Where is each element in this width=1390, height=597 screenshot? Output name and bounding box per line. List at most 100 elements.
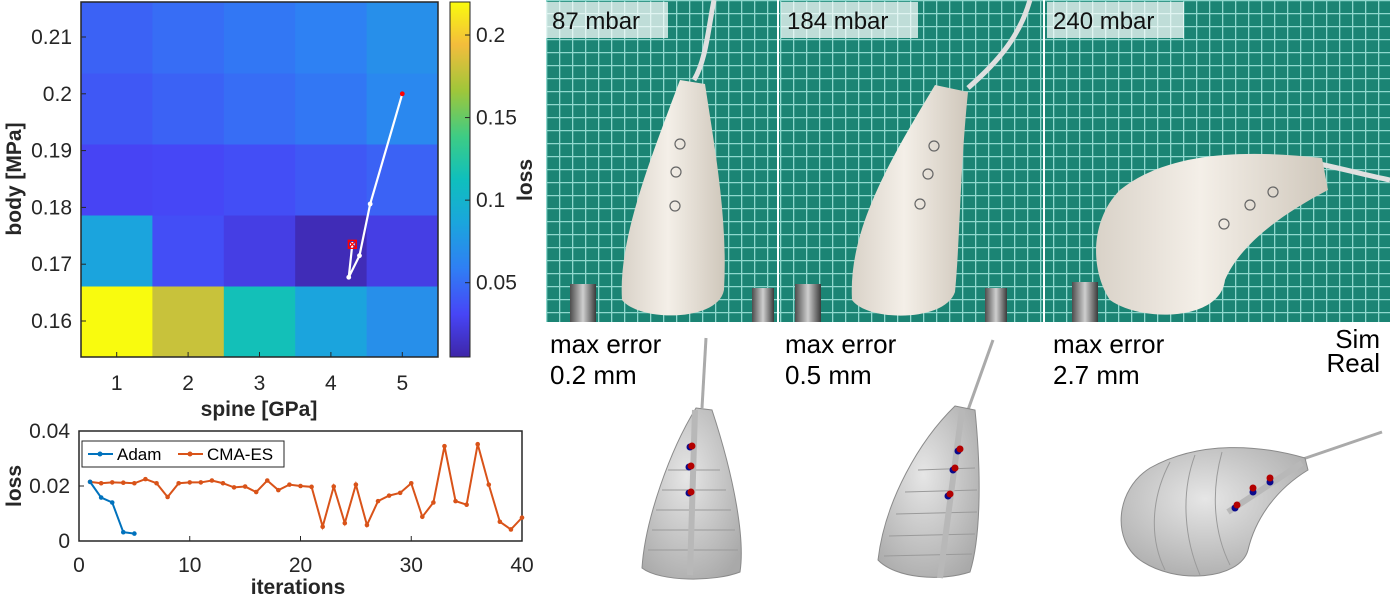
series-cma-es-point [309,484,314,490]
heatmap-y-tick-label: 0.19 [31,140,72,163]
series-cma-es-point [442,443,447,449]
heatmap-cell [223,144,296,216]
heatmap-cell [366,73,439,145]
series-cma-es-point [287,482,292,487]
heatmap-cell [223,73,296,145]
heatmap-cell [223,2,296,74]
heatmap-cell [152,286,225,358]
series-cma-es-point [98,480,104,486]
series-cma-es-point [475,441,481,447]
series-cma-es-point [420,514,425,520]
heatmap-cells [81,2,439,358]
heatmap-y-tick-label: 0.21 [31,26,72,49]
photo-3-label-bg [1047,2,1184,38]
photo-2-markers [914,140,940,210]
photo-2-label-bg [781,2,918,38]
series-cma-es-point [519,515,525,520]
heatmap-cell [366,2,439,74]
legend-sim-label: Sim [1335,324,1380,354]
series-cma-es-point [121,480,126,486]
loss-x-tick-label: 10 [178,554,201,577]
heatmap-y-label: body [MPa] [3,122,26,235]
heatmap-y-tick-label: 0.18 [31,196,72,219]
optimum-marker [347,239,357,249]
legend-adam-marker [97,451,103,457]
heatmap-cell [295,73,368,145]
photo-2-pressure-label: 184 mbar [787,8,888,35]
loss-y-ticks: 0 0.02 0.04 [29,420,84,553]
sim-3-spine [1226,460,1304,515]
heatmap-cell [295,286,368,358]
series-cma-es-point [464,502,469,508]
photo-panel-2: 184 mbar [779,0,1043,322]
series-cma-es-point [486,482,492,487]
series-cma-es-line [89,443,523,531]
series-cma-es-point [109,480,115,485]
sim-render-1 [641,337,742,580]
sim-3-shell [1120,447,1309,577]
heatmap-cell [81,286,153,358]
heatmap-cell [152,2,225,74]
sim-3-error-label: max error [1053,329,1165,359]
series-adam-point [98,495,104,500]
heatmap-x-tick-label: 5 [396,372,408,395]
heatmap-cell [81,73,153,145]
heatmap-cell [366,144,439,216]
heatmap-y-ticks: 0.16 0.17 0.18 0.19 0.2 0.21 [31,26,86,333]
series-cma-es-point [209,478,215,483]
sim-render-3 [1120,430,1383,577]
heatmap-cell [223,286,296,358]
series-adam-point [132,531,137,536]
heatmap-cell [295,144,368,216]
colorbar-tick-label: 0.15 [476,107,517,130]
heatmap-x-tick-label: 1 [111,372,123,395]
heatmap-cell [152,73,225,145]
series-cma-es-point [132,480,137,486]
photo-1-post-left [570,284,596,322]
loss-y-tick-label: 0 [58,530,70,553]
series-cma-es-point [431,500,436,505]
photo-1-pressure-label: 87 mbar [552,8,640,35]
series-cma-es-point [154,480,159,486]
legend-cmaes-marker [187,451,193,457]
loss-y-tick-label: 0.02 [29,475,70,498]
sim-2-segments [883,467,978,557]
heatmap-x-ticks: 1 2 3 4 5 [111,352,408,395]
sim-1-points [685,442,696,497]
optimization-path-point [346,274,352,280]
series-cma-es-point [320,524,325,529]
series-cma-es-point [331,484,337,489]
series-cma-es-point [187,480,193,485]
sim-3-points [1231,474,1274,512]
series-cma-es-point [408,480,414,486]
loss-x-label: iterations [251,576,346,597]
heatmap-panel: 0.16 0.17 0.18 0.19 0.2 0.21 1 2 3 4 5 spine [GPa… [3,1,439,421]
heatmap-cell [223,215,296,287]
photo-panel-3: 240 mbar [1045,0,1390,322]
loss-x-tick-label: 40 [510,554,533,577]
series-cma-es-point [220,480,226,486]
series-cma-es-point [176,480,181,486]
heatmap-y-tick-label: 0.16 [31,310,72,333]
sim-1-error-label: max error [550,329,662,359]
loss-x-ticks: 0 10 20 30 40 [73,536,534,577]
series-cma-es-point [353,482,359,487]
legend-adam-label: Adam [117,445,161,464]
heatmap-cell [81,2,153,74]
legend-cmaes-label: CMA-ES [207,445,273,464]
optimization-path-point [357,253,362,259]
photo-1-markers [669,138,686,212]
series-adam-point [121,529,126,535]
photo-1-actuator [621,80,725,316]
heatmap-x-tick-label: 4 [325,372,337,395]
colorbar-ticks: 0.05 0.1 0.15 0.2 [465,24,517,295]
loss-plot: 0 0.02 0.04 0 10 20 30 40 iterations loss Adam… [3,420,534,597]
loss-y-tick-label: 0.04 [29,420,70,443]
photo-1-label-bg [546,2,668,38]
series-adam-point [109,500,115,505]
series-cma-es-point [165,494,170,500]
optimization-path-point [367,201,373,207]
series-cma-es-point [264,478,270,483]
sim-3-segments [1153,451,1231,576]
optimization-path [346,91,405,280]
